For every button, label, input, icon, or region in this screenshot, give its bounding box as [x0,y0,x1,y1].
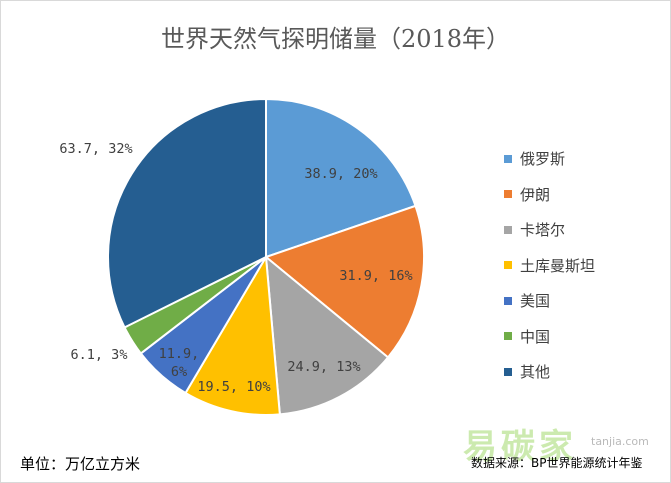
legend-swatch [504,332,512,341]
data-label-2: 31.9, 16% [339,268,412,284]
legend-item-7: 其他 [504,354,664,390]
unit-note: 单位：万亿立方米 [20,455,141,473]
legend-label: 俄罗斯 [520,150,566,169]
legend-swatch [504,190,512,199]
legend-swatch [504,261,512,270]
pie-slice-3 [264,254,390,416]
watermark-logo: 易碳家 [463,427,577,467]
data-label-7: 63.7, 32% [59,141,132,157]
legend-label: 中国 [520,327,551,346]
legend-label: 美国 [520,292,551,311]
pie-slice-1 [265,97,417,259]
pie-slice-2 [263,204,425,359]
pie-slice-4 [184,253,281,416]
legend: 俄罗斯伊朗卡塔尔土库曼斯坦美国中国其他 [504,141,664,390]
legend-swatch [504,225,512,234]
legend-label: 伊朗 [520,185,551,204]
watermark-url: tanjia.com [591,435,649,448]
legend-swatch [504,296,512,305]
data-label-4: 19.5, 10% [197,379,270,395]
data-label-5: 11.9, 6% [159,346,200,380]
legend-label: 其他 [520,363,551,382]
pie-slice-7 [107,97,267,329]
legend-item-3: 卡塔尔 [504,212,664,248]
legend-item-1: 俄罗斯 [504,141,664,177]
legend-item-4: 土库曼斯坦 [504,248,664,284]
legend-item-6: 中国 [504,319,664,355]
legend-item-5: 美国 [504,283,664,319]
data-label-1: 38.9, 20% [304,166,377,182]
chart-title: 世界天然气探明储量（2018年） [160,25,511,53]
legend-item-2: 伊朗 [504,177,664,213]
source-note: 数据来源：BP世界能源统计年鉴 [471,456,643,470]
legend-swatch [504,154,512,163]
legend-swatch [504,367,512,376]
legend-label: 卡塔尔 [520,221,566,240]
data-label-6: 6.1, 3% [71,347,128,363]
legend-label: 土库曼斯坦 [520,256,596,275]
data-label-3: 24.9, 13% [287,359,360,375]
